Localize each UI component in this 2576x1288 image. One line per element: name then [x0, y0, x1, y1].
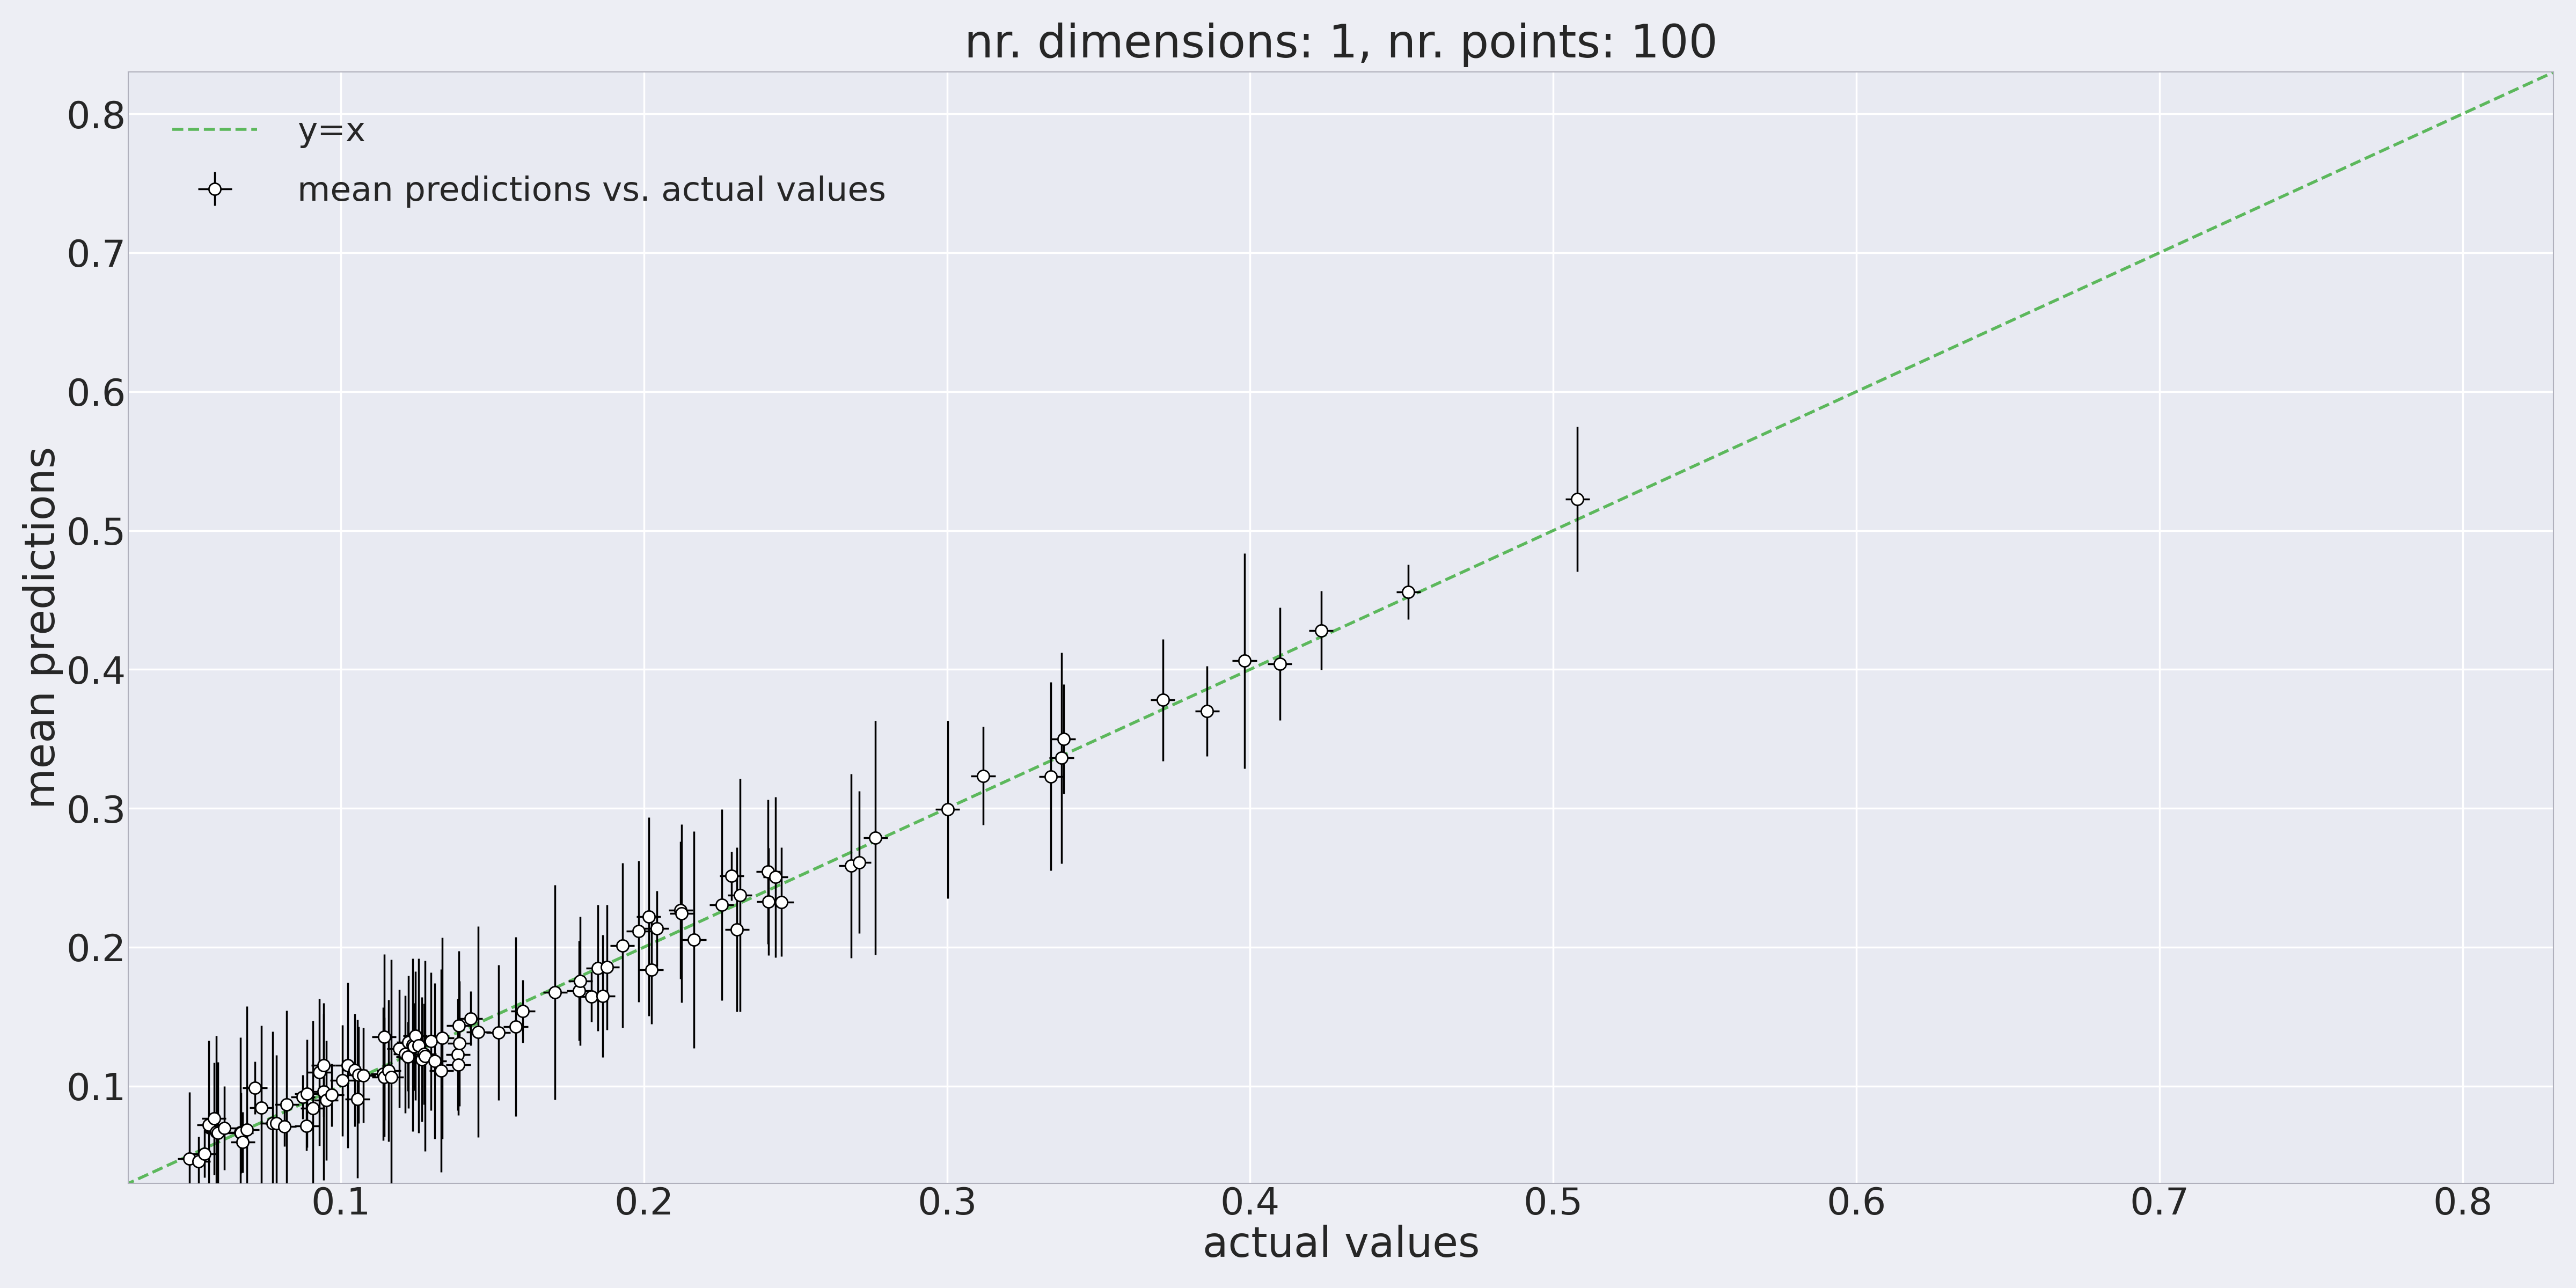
Legend: y=x, mean predictions vs. actual values: y=x, mean predictions vs. actual values	[144, 89, 914, 234]
Y-axis label: mean predictions: mean predictions	[23, 447, 64, 809]
X-axis label: actual values: actual values	[1203, 1225, 1479, 1266]
Title: nr. dimensions: 1, nr. points: 100: nr. dimensions: 1, nr. points: 100	[963, 22, 1718, 67]
